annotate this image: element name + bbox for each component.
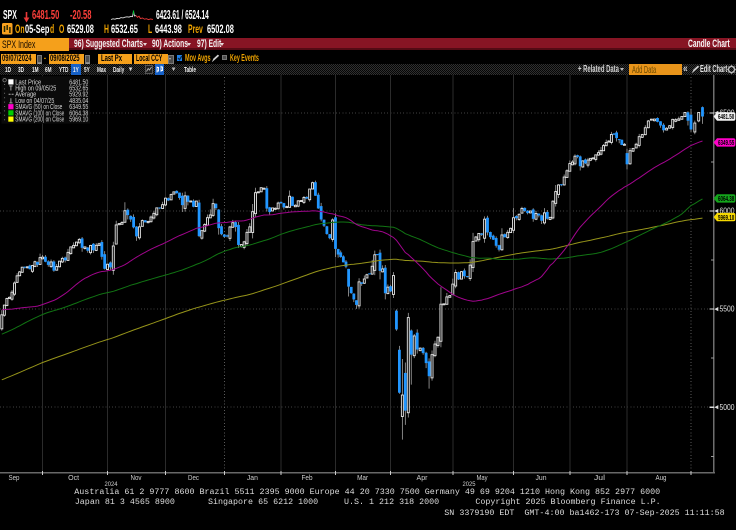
svg-text:Dec: Dec	[188, 473, 199, 482]
svg-text:Jun: Jun	[536, 473, 547, 482]
svg-text:5000: 5000	[720, 403, 735, 412]
svg-text:Low on 04/07/25: Low on 04/07/25	[15, 98, 54, 105]
svg-text:4835.04: 4835.04	[69, 98, 88, 105]
svg-text:2024: 2024	[105, 481, 118, 488]
svg-text:6349.55: 6349.55	[69, 104, 88, 111]
svg-text:Apr: Apr	[417, 473, 429, 482]
svg-text:Nov: Nov	[131, 473, 142, 482]
svg-text:SMAVG (50) on Close: SMAVG (50) on Close	[15, 104, 62, 111]
svg-text:Average: Average	[15, 92, 36, 99]
svg-text:6532.65: 6532.65	[69, 86, 88, 93]
svg-text:6349.55: 6349.55	[718, 138, 735, 147]
svg-text:6000: 6000	[720, 207, 735, 216]
svg-text:5969.10: 5969.10	[718, 213, 734, 222]
svg-text:6064.38: 6064.38	[69, 110, 88, 117]
svg-text:High on 09/05/25: High on 09/05/25	[15, 86, 56, 93]
svg-text:6481.50: 6481.50	[69, 79, 88, 86]
svg-text:5500: 5500	[720, 305, 735, 314]
svg-text:6064.38: 6064.38	[718, 194, 734, 203]
svg-text:SMAVG (100) on Close: SMAVG (100) on Close	[15, 110, 64, 117]
svg-text:5969.10: 5969.10	[69, 117, 88, 124]
svg-text:May: May	[477, 473, 488, 482]
svg-text:SMAVG (200) on Close: SMAVG (200) on Close	[15, 117, 64, 124]
svg-text:Jan: Jan	[247, 473, 258, 482]
svg-text:2025: 2025	[463, 481, 476, 488]
svg-text:Feb: Feb	[302, 473, 313, 482]
svg-text:Oct: Oct	[68, 473, 79, 482]
svg-text:Sep: Sep	[9, 473, 20, 482]
svg-text:Aug: Aug	[656, 473, 667, 482]
svg-text:6481.50: 6481.50	[718, 112, 734, 121]
svg-text:Last Price: Last Price	[15, 79, 41, 86]
svg-text:5929.92: 5929.92	[69, 92, 88, 99]
svg-text:Jul: Jul	[594, 473, 605, 482]
svg-text:Mar: Mar	[357, 473, 368, 482]
